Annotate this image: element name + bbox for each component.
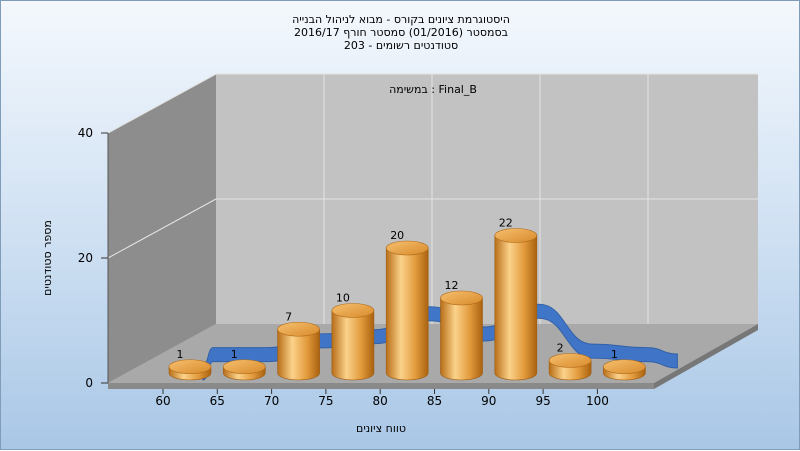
data-label-95: 2 <box>557 342 564 355</box>
y-tick-label-0: 0 <box>85 376 93 390</box>
bar-top-90 <box>494 228 538 243</box>
y-tick-label-2: 40 <box>78 126 93 140</box>
x-tick-label-2: 70 <box>264 394 279 408</box>
bar-80: 20 <box>385 229 429 381</box>
x-tick-label-1: 65 <box>210 394 225 408</box>
x-tick-label-3: 75 <box>318 394 333 408</box>
y-tick-label-1: 20 <box>78 251 93 265</box>
data-label-100: 1 <box>611 348 618 361</box>
y-axis-title: מספר סטודנטים <box>41 220 54 296</box>
x-tick-label-6: 90 <box>481 394 496 408</box>
y-axis: 0 20 40 <box>78 126 109 390</box>
bar-body-90 <box>494 235 538 381</box>
data-label-90: 22 <box>499 217 513 230</box>
x-tick-label-4: 80 <box>373 394 388 408</box>
bar-top-95 <box>548 353 592 368</box>
bar-70: 7 <box>277 310 320 381</box>
title-line-2: בסמסטר (01/2016) סמסטר חורף 2016/17 <box>294 26 508 39</box>
x-tick-label-0: 60 <box>155 394 170 408</box>
bar-body-75 <box>331 310 375 381</box>
bar-top-65 <box>223 359 266 375</box>
bar-100: 1 <box>603 348 646 381</box>
bar-top-85 <box>440 290 483 306</box>
bar-65: 1 <box>223 348 266 381</box>
data-label-80: 20 <box>390 229 404 242</box>
bar-top-80 <box>385 240 429 256</box>
bar-75: 10 <box>331 292 375 381</box>
gridline-side-2 <box>107 73 217 134</box>
bar-body-85 <box>440 297 483 381</box>
bar-body-80 <box>385 247 429 381</box>
title-line-3: סטודנטים רשומים - 203 <box>344 39 458 52</box>
floor-front-edge <box>108 383 654 389</box>
data-label-65: 1 <box>231 348 238 361</box>
bar-85: 12 <box>440 279 483 381</box>
bar-top-70 <box>277 321 320 337</box>
data-label-85: 12 <box>445 279 459 292</box>
data-label-60: 1 <box>177 348 184 361</box>
bar-top-75 <box>331 303 375 318</box>
bar-95: 2 <box>548 342 592 381</box>
right-edge <box>654 324 758 389</box>
chart-title: היסטוגרמת ציונים בקורס - מבוא לניהול הבנ… <box>292 13 510 52</box>
x-axis: 60 65 70 75 80 85 90 95 100 <box>155 389 609 408</box>
floor <box>108 324 758 383</box>
title-line-1: היסטוגרמת ציונים בקורס - מבוא לניהול הבנ… <box>292 13 510 26</box>
x-tick-label-5: 85 <box>427 394 442 408</box>
x-tick-label-8: 100 <box>586 394 609 408</box>
bar-top-60 <box>168 359 212 375</box>
bar-top-100 <box>603 359 646 375</box>
bar-60: 1 <box>168 348 212 381</box>
assignment-annotation: במשימה : Final_B <box>389 83 477 96</box>
data-label-70: 7 <box>285 310 292 323</box>
x-axis-title: טווח ציונים <box>356 422 406 435</box>
bar-body-70 <box>277 328 320 381</box>
data-label-75: 10 <box>336 292 350 305</box>
bar-90: 22 <box>494 217 538 381</box>
gridline-side-1 <box>107 198 217 259</box>
x-tick-label-7: 95 <box>535 394 550 408</box>
grid <box>107 73 758 324</box>
